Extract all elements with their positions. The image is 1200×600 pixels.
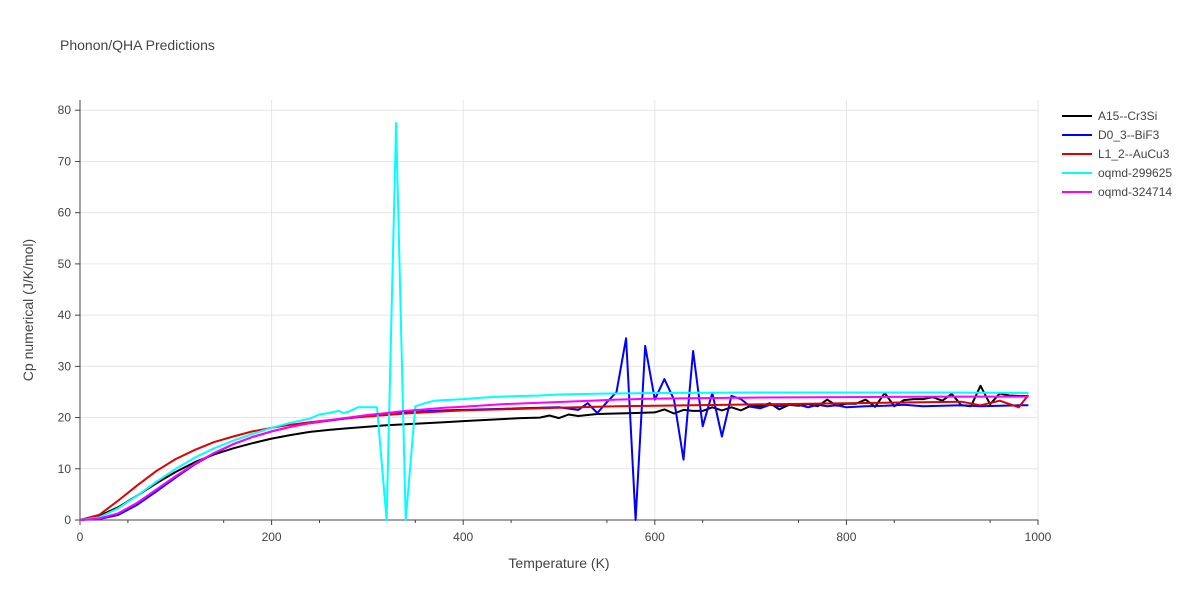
x-tick-label: 200 (262, 530, 282, 544)
series-line-4 (79, 122, 1029, 521)
legend-item-1[interactable]: A15--Cr3Si (1062, 109, 1157, 123)
legend-label: A15--Cr3Si (1098, 109, 1157, 123)
grid (80, 100, 1039, 520)
legend-label: D0_3--BiF3 (1098, 128, 1160, 142)
x-tick-labels: 0 200 400 600 800 1000 (77, 530, 1052, 544)
x-tick-label: 600 (645, 530, 665, 544)
legend-item-4[interactable]: oqmd-299625 (1062, 166, 1172, 180)
x-tick-label: 0 (77, 530, 84, 544)
x-tick-label: 800 (836, 530, 856, 544)
y-tick-label: 0 (64, 513, 71, 527)
y-tick-label: 40 (58, 308, 72, 322)
y-tick-label: 70 (58, 154, 72, 168)
legend-label: oqmd-299625 (1098, 166, 1172, 180)
x-tick-label: 1000 (1025, 530, 1052, 544)
chart-title: Phonon/QHA Predictions (60, 37, 215, 53)
series-line-1 (79, 384, 1029, 521)
legend-item-5[interactable]: oqmd-324714 (1062, 185, 1172, 199)
y-tick-label: 20 (58, 411, 72, 425)
legend[interactable]: A15--Cr3Si D0_3--BiF3 L1_2--AuCu3 oqmd-2996… (1062, 109, 1172, 199)
y-tick-label: 30 (58, 359, 72, 373)
y-tick-label: 10 (58, 462, 72, 476)
plot-area (79, 122, 1030, 521)
y-tick-label: 60 (58, 206, 72, 220)
y-tick-label: 80 (58, 103, 72, 117)
series-line-2 (79, 337, 1029, 521)
y-tick-label: 50 (58, 257, 72, 271)
x-axis-title: Temperature (K) (508, 555, 609, 571)
y-tick-labels: 0 10 20 30 40 50 60 70 80 (58, 103, 72, 527)
series-line-5 (79, 395, 1029, 521)
x-tick-label: 400 (453, 530, 473, 544)
legend-item-3[interactable]: L1_2--AuCu3 (1062, 147, 1170, 161)
axes (75, 100, 1039, 525)
legend-label: L1_2--AuCu3 (1098, 147, 1170, 161)
legend-item-2[interactable]: D0_3--BiF3 (1062, 128, 1160, 142)
series-line-3 (79, 394, 1030, 521)
y-axis-title: Cp numerical (J/K/mol) (20, 239, 36, 381)
legend-label: oqmd-324714 (1098, 185, 1172, 199)
